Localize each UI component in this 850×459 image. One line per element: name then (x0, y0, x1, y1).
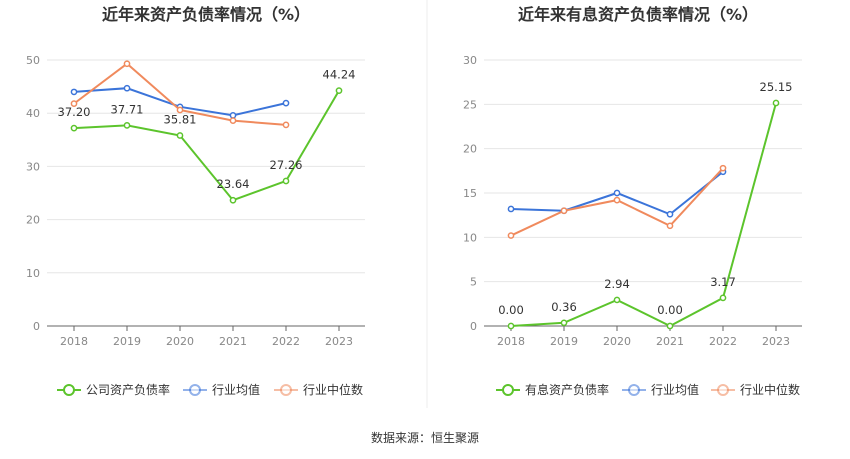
data-point (507, 232, 515, 239)
chart-2: 近年来有息资产负债率情况（%） 0 5 10 15 20 25 30 2018 2019 2020 2… (463, 5, 802, 397)
legend-item-industry_median: 行业中位数 (274, 382, 363, 397)
data-point (613, 196, 621, 204)
legend-label: 公司资产负债率 (86, 382, 170, 397)
chart-1: 近年来资产负债率情况（%） 0 10 20 30 40 50 2018 2019 2020 2021… (26, 5, 365, 397)
legend-label: 行业中位数 (740, 382, 800, 397)
data-label: 44.24 (323, 68, 356, 82)
data-point (613, 189, 621, 197)
x-tick-label: 2020 (166, 335, 194, 348)
legend-swatch-marker (189, 384, 201, 396)
data-point (613, 296, 621, 304)
data-point (229, 196, 237, 204)
chart-title: 近年来资产负债率情况（%） (102, 5, 310, 24)
series-line-company (510, 102, 777, 328)
legend-swatch-marker (717, 384, 729, 396)
x-tick-label: 2023 (325, 335, 353, 348)
x-tick-label: 2018 (497, 335, 525, 348)
data-point (282, 177, 290, 185)
data-point (666, 210, 674, 218)
data-point (560, 319, 568, 327)
data-point (282, 99, 290, 107)
y-tick-label: 5 (470, 276, 477, 289)
data-point (229, 111, 237, 119)
data-point (123, 60, 131, 68)
data-point (335, 87, 343, 94)
y-tick-label: 15 (463, 187, 477, 200)
data-label: 37.71 (111, 102, 144, 116)
x-tick-label: 2019 (550, 335, 578, 348)
legend-item-company: 公司资产负债率 (57, 382, 170, 397)
legend-item-industry_median: 行业中位数 (711, 382, 800, 397)
data-point (507, 322, 515, 330)
data-point (560, 207, 568, 215)
y-tick-label: 20 (26, 214, 40, 227)
data-label: 0.36 (551, 300, 577, 314)
x-tick-label: 2023 (762, 335, 790, 348)
data-label: 37.20 (58, 105, 91, 119)
data-point (719, 164, 727, 172)
x-tick-label: 2019 (113, 335, 141, 348)
data-point (507, 205, 515, 213)
data-point (70, 124, 78, 132)
data-point (772, 99, 780, 107)
data-point (229, 117, 237, 124)
legend-item-industry_avg: 行业均值 (183, 382, 260, 397)
y-tick-label: 20 (463, 143, 477, 156)
x-tick-label: 2021 (219, 335, 247, 348)
data-label: 23.64 (217, 177, 250, 191)
legend-swatch-marker (628, 384, 640, 396)
legend-swatch-marker (63, 384, 75, 396)
data-point (282, 121, 290, 129)
series-line-company (73, 90, 340, 202)
data-label: 0.00 (498, 303, 524, 317)
data-point (666, 322, 674, 330)
y-tick-label: 0 (470, 320, 477, 333)
data-point (123, 122, 131, 129)
y-tick-label: 0 (33, 320, 40, 333)
y-tick-label: 10 (26, 267, 40, 280)
legend-label: 行业均值 (651, 382, 699, 397)
legend-item-industry_avg: 行业均值 (622, 382, 699, 397)
data-label: 27.26 (270, 158, 303, 172)
data-point (70, 100, 78, 107)
legend-swatch-marker (280, 384, 292, 396)
y-tick-label: 10 (463, 231, 477, 244)
data-point (666, 222, 674, 230)
data-label: 25.15 (760, 80, 793, 94)
legend-label: 有息资产负债率 (525, 382, 609, 397)
x-tick-label: 2022 (272, 335, 300, 348)
data-label: 3.17 (710, 275, 736, 289)
y-tick-label: 40 (26, 107, 40, 120)
data-point (719, 294, 727, 302)
legend-label: 行业均值 (212, 382, 260, 397)
data-point (70, 88, 78, 96)
data-point (176, 132, 184, 139)
legend-label: 行业中位数 (303, 382, 363, 397)
y-tick-label: 25 (463, 98, 477, 111)
x-tick-label: 2018 (60, 335, 88, 348)
legend-item-company: 有息资产负债率 (496, 382, 609, 397)
x-tick-label: 2020 (603, 335, 631, 348)
y-tick-label: 50 (26, 54, 40, 67)
data-label: 0.00 (657, 303, 683, 317)
data-point (123, 84, 131, 92)
source-note: 数据来源：恒生聚源 (371, 430, 479, 445)
data-label: 2.94 (604, 277, 630, 291)
data-point (176, 106, 184, 114)
x-tick-label: 2021 (656, 335, 684, 348)
legend-swatch-marker (502, 384, 514, 396)
data-label: 35.81 (164, 112, 197, 126)
chart-title: 近年来有息资产负债率情况（%） (518, 5, 758, 24)
x-tick-label: 2022 (709, 335, 737, 348)
y-tick-label: 30 (26, 160, 40, 173)
y-tick-label: 30 (463, 54, 477, 67)
